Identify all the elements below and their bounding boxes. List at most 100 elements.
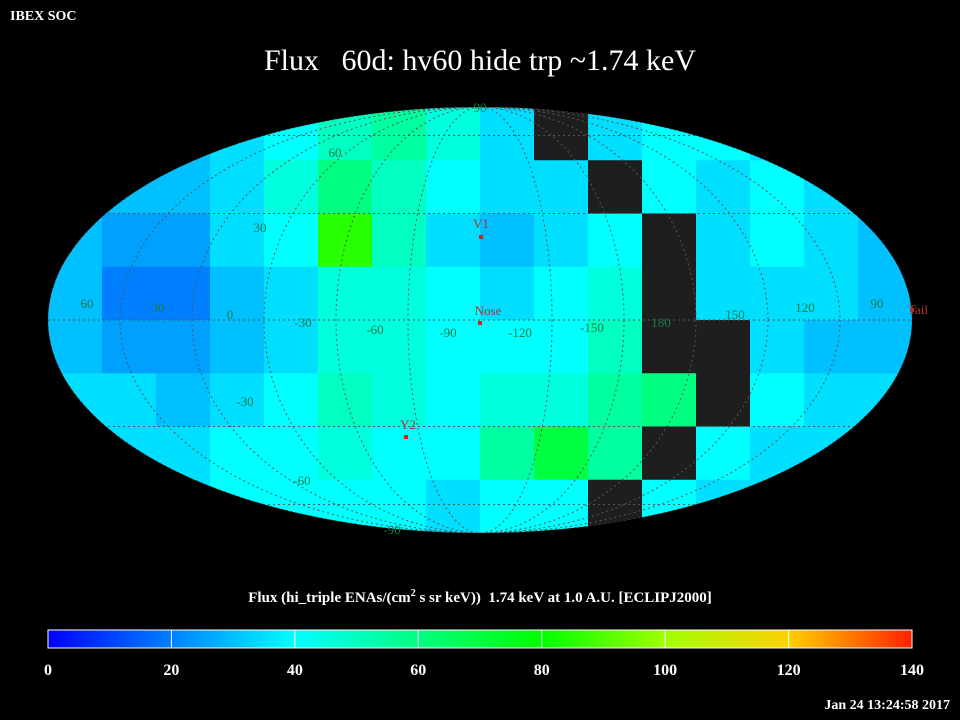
flux-cell: [318, 426, 373, 481]
longitude-label: -150: [580, 320, 604, 335]
flux-cell: [264, 213, 319, 268]
flux-cell: [426, 479, 481, 533]
longitude-label: 180: [651, 315, 671, 330]
header-label: IBEX SOC: [10, 9, 77, 24]
flux-cell: [156, 213, 211, 268]
data-gap: [642, 266, 697, 321]
colorbar-tick-label: 120: [777, 662, 801, 679]
flux-cell: [264, 160, 319, 214]
flux-cell: [804, 373, 859, 427]
flux-cell: [534, 479, 589, 533]
flux-cell: [588, 373, 643, 427]
flux-cell: [534, 320, 589, 374]
flux-cell: [372, 373, 427, 427]
colorbar-label-end: s sr keV)) 1.74 keV at 1.0 A.U. [ECLIPJ2…: [416, 590, 712, 606]
timestamp: Jan 24 13:24:58 2017: [824, 698, 950, 713]
flux-cell: [318, 373, 373, 427]
flux-cell: [102, 320, 157, 374]
data-gap: [696, 320, 751, 374]
data-gap: [642, 426, 697, 481]
marker-label: Tail: [908, 302, 928, 317]
flux-cell: [750, 373, 805, 427]
data-gap: [696, 373, 751, 427]
flux-cell: [480, 160, 535, 214]
flux-cell: [480, 107, 535, 161]
flux-cell: [372, 426, 427, 481]
latitude-label: 90: [474, 100, 487, 115]
flux-cell: [318, 160, 373, 214]
longitude-label: 150: [725, 307, 745, 322]
flux-cell: [102, 213, 157, 268]
latitude-label: 30: [254, 220, 267, 235]
data-gap: [534, 107, 589, 161]
flux-cell: [480, 426, 535, 481]
flux-cell: [210, 266, 265, 321]
flux-cell: [588, 213, 643, 268]
flux-cell: [318, 320, 373, 374]
flux-cell: [426, 160, 481, 214]
longitude-label: 90: [871, 296, 884, 311]
colorbar-label-sup: 2: [411, 588, 416, 599]
data-gap: [588, 160, 643, 214]
flux-cell: [156, 320, 211, 374]
colorbar-tick-label: 40: [287, 662, 303, 679]
flux-cell: [426, 213, 481, 268]
flux-cell: [156, 373, 211, 427]
longitude-label: -90: [439, 325, 456, 340]
colorbar-tick-label: 80: [534, 662, 550, 679]
flux-cell: [102, 373, 157, 427]
flux-cell: [480, 373, 535, 427]
latitude-label: 60: [329, 145, 342, 160]
flux-cell: [318, 266, 373, 321]
marker-dot: [479, 235, 483, 239]
graticule: [48, 107, 912, 533]
flux-cell: [804, 266, 859, 321]
flux-cell: [534, 266, 589, 321]
marker-dot: [404, 435, 408, 439]
longitude-label: -30: [294, 315, 311, 330]
flux-cell: [480, 479, 535, 533]
flux-cell: [534, 426, 589, 481]
flux-cell: [210, 320, 265, 374]
longitude-label: 30: [152, 300, 165, 315]
flux-cell: [534, 160, 589, 214]
flux-cell: [426, 373, 481, 427]
flux-cell: [426, 107, 481, 161]
flux-cell: [210, 426, 265, 481]
colorbar-tick-label: 0: [44, 662, 52, 679]
flux-cell: [480, 266, 535, 321]
flux-cell: [264, 373, 319, 427]
latitude-label: -90: [383, 522, 400, 537]
colorbar-tick-label: 100: [653, 662, 677, 679]
latitude-label: -30: [236, 394, 253, 409]
latitude-label: -60: [293, 473, 310, 488]
flux-cell: [210, 373, 265, 427]
flux-cell: [750, 320, 805, 374]
longitude-label: 120: [795, 300, 815, 315]
flux-cell: [372, 213, 427, 268]
flux-cell: [372, 160, 427, 214]
flux-cell: [480, 213, 535, 268]
colorbar: [47, 629, 913, 649]
flux-cell: [804, 213, 859, 268]
flux-cell: [750, 266, 805, 321]
map-labels: 90 60 30 -30 -60 -90 60 30 0 -30 -60 -90 -120 -150 180…: [81, 100, 929, 537]
marker-dot: [910, 308, 914, 312]
colorbar-label: Flux (hi_triple ENAs/(cm2 s sr keV)) 1.7…: [248, 588, 712, 606]
flux-cell: [426, 266, 481, 321]
marker-label: Nose: [475, 303, 502, 318]
marker-dot: [478, 321, 482, 325]
longitude-label: -60: [366, 322, 383, 337]
colorbar-label-start: Flux (hi_triple ENAs/(cm: [248, 590, 411, 606]
flux-cell: [210, 213, 265, 268]
flux-cell: [534, 373, 589, 427]
data-gap: [642, 320, 697, 374]
flux-cell: [210, 160, 265, 214]
colorbar-tick-label: 20: [163, 662, 179, 679]
flux-cell: [264, 426, 319, 481]
title: Flux 60d: hv60 hide trp ~1.74 keV: [264, 44, 696, 77]
marker-label: V1: [473, 216, 489, 231]
longitude-label: 60: [81, 296, 94, 311]
flux-cell: [588, 320, 643, 374]
flux-cell: [264, 266, 319, 321]
